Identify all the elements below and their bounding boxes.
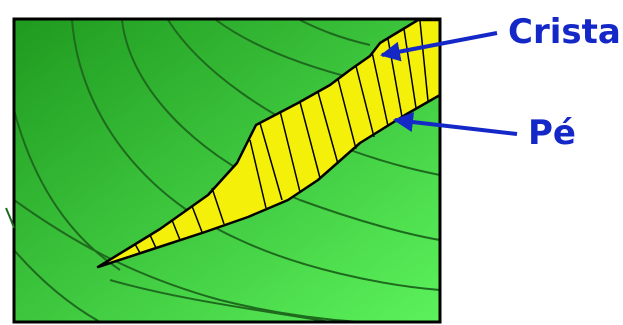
contour-line xyxy=(215,19,361,81)
hachure-mark xyxy=(171,219,181,241)
hachure-mark xyxy=(419,20,429,102)
hachure-mark xyxy=(317,91,339,165)
contour-line xyxy=(14,199,361,322)
contour-line xyxy=(299,19,371,46)
contour-line xyxy=(5,207,15,229)
hachure-mark xyxy=(279,110,301,193)
hachure-mark xyxy=(403,28,417,109)
hachure-marks xyxy=(134,20,429,254)
hachure-mark xyxy=(211,187,225,225)
hachure-mark xyxy=(191,205,203,233)
hachure-mark xyxy=(371,51,389,127)
toe-pointer-arrow xyxy=(393,112,518,136)
contour-line xyxy=(14,249,101,322)
toe-label: Pé xyxy=(528,113,576,153)
map-frame xyxy=(12,17,442,324)
hachure-mark xyxy=(355,65,375,138)
terrain-map xyxy=(5,17,442,324)
contour-line xyxy=(14,109,121,271)
crest-pointer-arrow xyxy=(380,31,498,62)
hachure-mark xyxy=(249,139,267,209)
crest-label: Crista xyxy=(508,12,621,52)
contour-line xyxy=(109,279,331,322)
hachure-mark xyxy=(134,243,141,254)
hachure-mark xyxy=(149,234,157,249)
hachure-mark xyxy=(337,78,357,150)
contour-line xyxy=(71,19,440,291)
hachure-mark xyxy=(299,101,321,179)
hachure-mark xyxy=(259,122,283,201)
